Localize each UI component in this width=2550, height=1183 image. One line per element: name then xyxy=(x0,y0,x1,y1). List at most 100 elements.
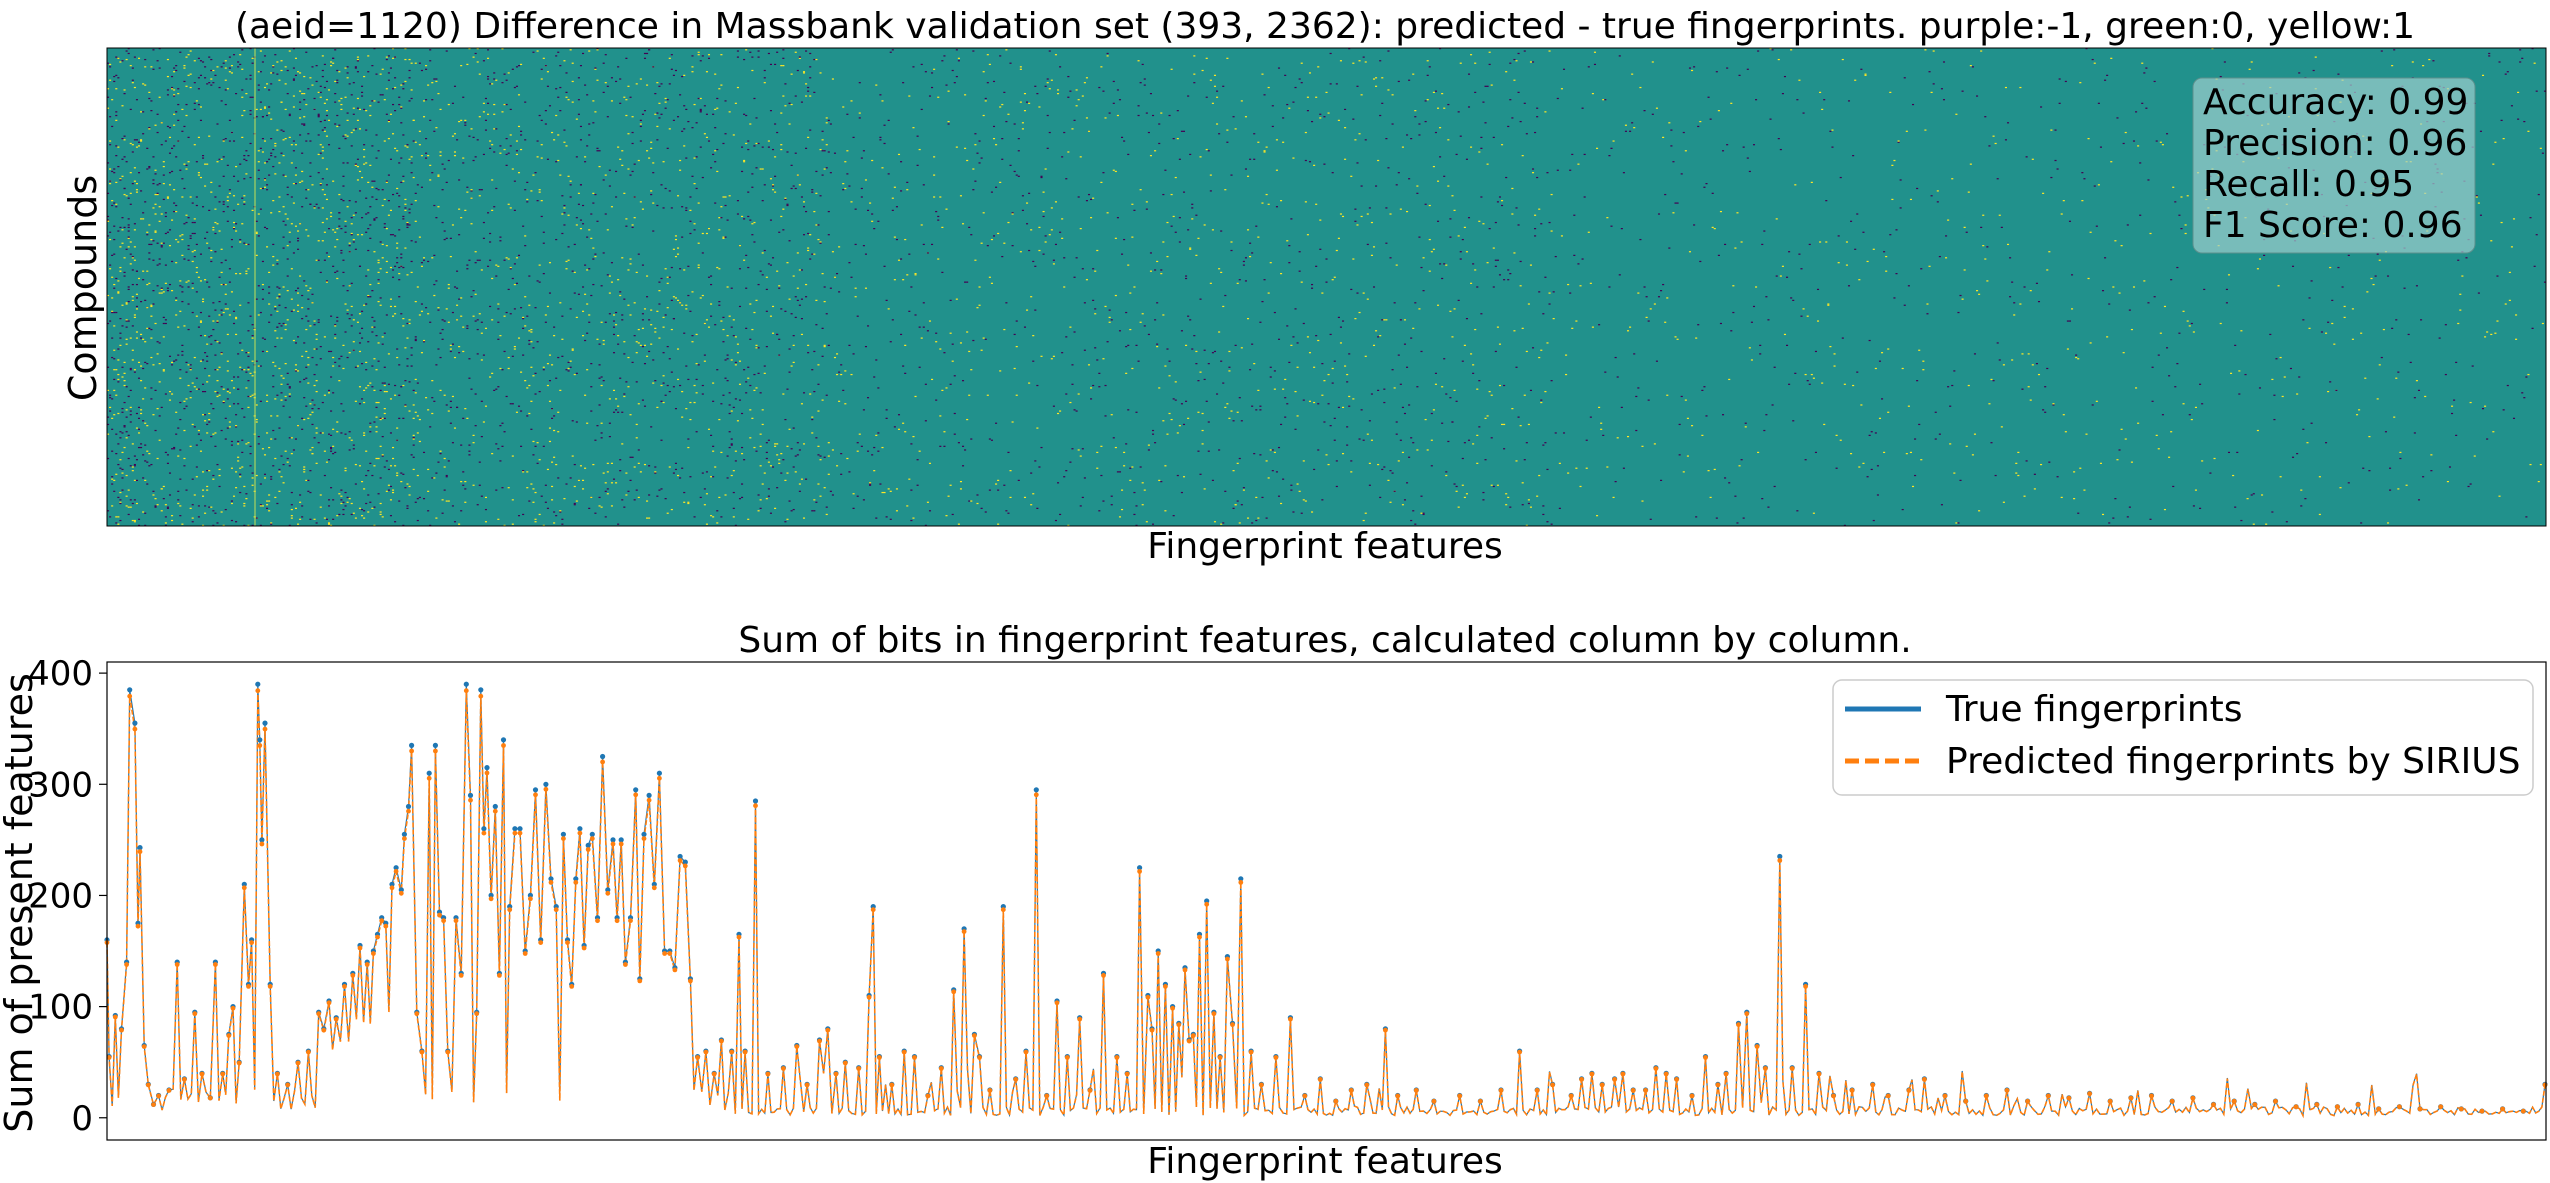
heatmap-cell xyxy=(592,100,595,102)
heatmap-cell xyxy=(662,375,665,377)
heatmap-cell xyxy=(720,217,723,219)
heatmap-cell xyxy=(1439,263,1442,265)
heatmap-cell xyxy=(683,501,686,503)
heatmap-cell xyxy=(107,366,110,368)
heatmap-cell xyxy=(398,103,401,106)
heatmap-cell xyxy=(499,335,502,337)
heatmap-cell xyxy=(683,145,686,147)
heatmap-cell xyxy=(431,82,434,84)
heatmap-cell xyxy=(158,363,161,365)
heatmap-cell xyxy=(1391,123,1394,125)
heatmap-cell xyxy=(538,114,541,117)
heatmap-cell xyxy=(185,114,188,117)
heatmap-cell xyxy=(237,403,240,405)
heatmap-cell xyxy=(538,281,541,283)
heatmap-cell xyxy=(730,474,733,477)
heatmap-cell xyxy=(239,304,242,306)
heatmap-cell xyxy=(212,408,215,410)
heatmap-cell xyxy=(476,48,479,50)
heatmap-cell xyxy=(255,404,258,406)
heatmap-cell xyxy=(714,324,717,326)
heatmap-cell xyxy=(402,318,405,320)
heatmap-cell xyxy=(964,281,967,283)
heatmap-cell xyxy=(352,341,355,343)
heatmap-cell xyxy=(827,151,830,153)
heatmap-cell xyxy=(679,169,682,171)
heatmap-cell xyxy=(204,505,207,507)
heatmap-cell xyxy=(862,499,865,501)
heatmap-cell xyxy=(615,170,618,173)
heatmap-cell xyxy=(660,83,663,85)
heatmap-cell xyxy=(988,276,991,278)
heatmap-cell xyxy=(263,473,267,475)
heatmap-cell xyxy=(119,491,122,494)
heatmap-cell xyxy=(718,418,721,421)
heatmap-cell xyxy=(573,373,576,376)
heatmap-cell xyxy=(458,234,461,236)
heatmap-cell xyxy=(402,88,405,90)
heatmap-cell xyxy=(1267,477,1270,479)
heatmap-cell xyxy=(365,213,368,215)
heatmap-cell xyxy=(602,380,605,382)
heatmap-cell xyxy=(394,313,397,315)
heatmap-cell xyxy=(303,123,306,125)
heatmap-cell xyxy=(197,57,200,59)
heatmap-cell xyxy=(522,225,525,227)
heatmap-cell xyxy=(788,500,791,502)
heatmap-cell xyxy=(980,157,983,159)
heatmap-cell xyxy=(131,67,134,69)
heatmap-cell xyxy=(115,119,118,121)
heatmap-cell xyxy=(1189,247,1192,249)
heatmap-cell xyxy=(536,140,539,142)
heatmap-cell xyxy=(933,196,936,198)
heatmap-cell xyxy=(460,444,463,446)
heatmap-cell xyxy=(208,286,211,288)
heatmap-cell xyxy=(718,88,721,90)
heatmap-cell xyxy=(1135,344,1138,346)
heatmap-cell xyxy=(441,189,444,191)
heatmap-cell xyxy=(268,494,271,496)
heatmap-cell xyxy=(763,249,766,252)
heatmap-cell xyxy=(398,273,401,275)
heatmap-cell xyxy=(280,375,283,377)
heatmap-cell xyxy=(439,151,442,153)
heatmap-cell xyxy=(577,99,580,101)
heatmap-cell xyxy=(447,500,450,502)
heatmap-cell xyxy=(181,178,184,180)
heatmap-cell xyxy=(625,57,628,59)
heatmap-cell xyxy=(602,179,605,181)
heatmap-cell xyxy=(683,128,686,130)
heatmap-cell xyxy=(493,78,496,80)
heatmap-cell xyxy=(373,320,376,322)
heatmap-cell xyxy=(1414,110,1417,112)
heatmap-cell xyxy=(235,426,238,428)
heatmap-cell xyxy=(305,197,308,199)
heatmap-cell xyxy=(375,157,378,159)
heatmap-cell xyxy=(144,444,147,446)
heatmap-cell xyxy=(177,502,180,505)
heatmap-cell xyxy=(1141,63,1144,66)
heatmap-cell xyxy=(288,231,291,233)
heatmap-cell xyxy=(1263,151,1266,153)
heatmap-cell xyxy=(569,366,572,368)
heatmap-cell xyxy=(222,139,225,141)
heatmap-cell xyxy=(183,67,186,69)
heatmap-cell xyxy=(807,86,810,89)
heatmap-cell xyxy=(373,251,376,253)
heatmap-cell xyxy=(600,437,603,439)
heatmap-cell xyxy=(608,313,611,315)
heatmap-cell xyxy=(327,433,331,435)
heatmap-cell xyxy=(148,282,151,284)
heatmap-cell xyxy=(1364,512,1367,514)
heatmap-cell xyxy=(978,304,981,306)
heatmap-cell xyxy=(972,50,975,52)
heatmap-cell xyxy=(1406,210,1409,213)
heatmap-cell xyxy=(1228,366,1231,368)
heatmap-cell xyxy=(1441,277,1444,280)
heatmap-cell xyxy=(137,361,141,364)
heatmap-cell xyxy=(1176,432,1179,434)
heatmap-cell xyxy=(152,183,155,185)
heatmap-cell xyxy=(317,321,320,323)
heatmap-cell xyxy=(751,234,754,236)
heatmap-cell xyxy=(294,369,297,371)
